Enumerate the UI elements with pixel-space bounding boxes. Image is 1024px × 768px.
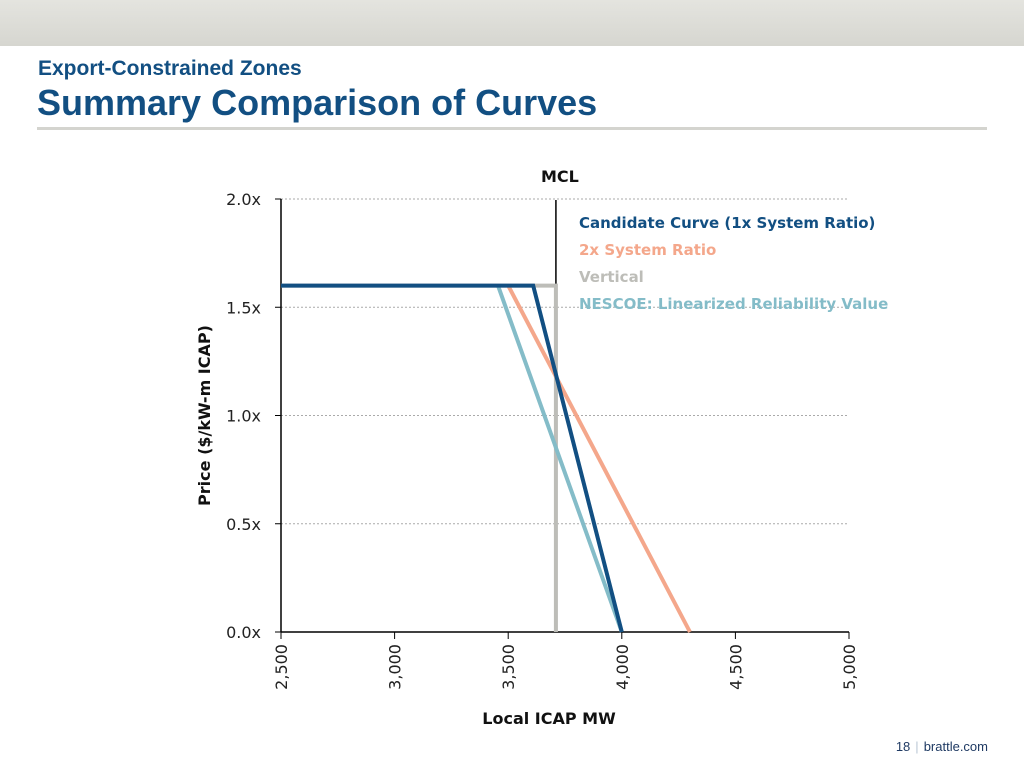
x-tick-label: 4,000 — [613, 644, 632, 690]
legend-item: 2x System Ratio — [579, 241, 716, 259]
page-number: 18 — [895, 739, 911, 754]
x-axis-label: Local ICAP MW — [482, 709, 616, 728]
y-tick-label: 0.5x — [226, 515, 261, 534]
x-tick-label: 2,500 — [272, 644, 291, 690]
top-band — [0, 0, 1024, 46]
x-tick-label: 3,000 — [386, 644, 405, 690]
legend-item: Vertical — [579, 268, 644, 286]
series-2x-system-ratio — [506, 284, 692, 633]
footer: 18 | brattle.com — [895, 739, 988, 754]
y-axis-label: Price ($/kW-m ICAP) — [195, 325, 214, 506]
y-tick-label: 1.5x — [226, 298, 261, 317]
mcl-label: MCL — [541, 167, 579, 186]
footer-site: brattle.com — [923, 739, 988, 754]
legend-item: Candidate Curve (1x System Ratio) — [579, 214, 875, 232]
x-tick-label: 4,500 — [726, 644, 745, 690]
x-tick-label: 5,000 — [840, 644, 859, 690]
y-tick-label: 0.0x — [226, 623, 261, 642]
slide-subtitle: Export-Constrained Zones — [38, 57, 302, 80]
title-divider — [37, 127, 987, 130]
series-candidate-curve-1x-system-ratio- — [281, 283, 624, 633]
series-nescoe-linearized-reliability-value — [496, 284, 624, 633]
x-tick-label: 3,500 — [499, 644, 518, 690]
y-tick-label: 1.0x — [226, 407, 261, 426]
y-tick-label: 2.0x — [226, 190, 261, 209]
legend-item: NESCOE: Linearized Reliability Value — [579, 295, 888, 313]
slide-title: Summary Comparison of Curves — [37, 82, 598, 123]
